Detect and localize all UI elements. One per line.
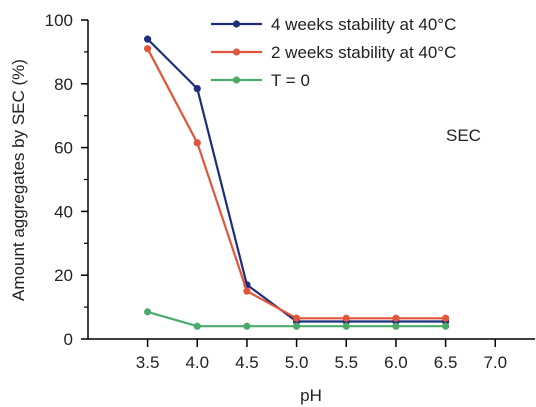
data-point bbox=[144, 35, 152, 43]
x-tick-label: 7.0 bbox=[483, 353, 507, 372]
legend-label: 2 weeks stability at 40°C bbox=[271, 43, 456, 62]
annotation-sec: SEC bbox=[446, 126, 481, 145]
data-point bbox=[342, 322, 350, 330]
legend-swatch-marker bbox=[232, 48, 241, 56]
data-point bbox=[392, 322, 400, 330]
series-layer bbox=[144, 35, 450, 330]
legend-entry-1: 2 weeks stability at 40°C bbox=[211, 43, 456, 62]
data-point bbox=[193, 84, 201, 93]
legend-swatch-marker bbox=[232, 20, 241, 28]
x-tick-label: 4.0 bbox=[185, 353, 209, 372]
legend: 4 weeks stability at 40°C 2 weeks stabili… bbox=[211, 15, 456, 90]
data-point bbox=[144, 308, 152, 316]
x-tick-label: 3.5 bbox=[136, 353, 160, 372]
ticks: 0 20 40 60 80 100 3.5 4.0 4.5 5.0 5.5 6.0 6.5 7.0 bbox=[45, 11, 507, 372]
data-point bbox=[193, 139, 201, 147]
x-axis-title: pH bbox=[300, 386, 322, 405]
data-point bbox=[193, 322, 201, 330]
y-tick-label: 80 bbox=[54, 75, 73, 94]
data-point bbox=[342, 314, 350, 322]
x-tick-label: 5.0 bbox=[285, 353, 309, 372]
y-tick-label: 0 bbox=[64, 330, 73, 349]
x-tick-label: 6.5 bbox=[434, 353, 458, 372]
data-point bbox=[392, 314, 400, 322]
x-tick-label: 5.5 bbox=[334, 353, 358, 372]
legend-label: 4 weeks stability at 40°C bbox=[271, 15, 456, 34]
y-tick-label: 40 bbox=[54, 202, 73, 221]
legend-entry-0: 4 weeks stability at 40°C bbox=[211, 15, 456, 34]
data-point bbox=[442, 322, 450, 330]
y-tick-label: 20 bbox=[54, 266, 73, 285]
series-2 bbox=[144, 308, 450, 330]
legend-entry-2: T = 0 bbox=[211, 71, 310, 90]
data-point bbox=[293, 322, 301, 330]
x-tick-label: 4.5 bbox=[235, 353, 259, 372]
data-point bbox=[442, 314, 450, 322]
data-point bbox=[144, 45, 152, 53]
x-tick-label: 6.0 bbox=[384, 353, 408, 372]
data-point bbox=[243, 322, 251, 330]
y-tick-label: 60 bbox=[54, 139, 73, 158]
axes bbox=[87, 20, 535, 340]
data-point bbox=[293, 314, 301, 322]
series-1 bbox=[144, 45, 450, 322]
legend-label: T = 0 bbox=[271, 71, 310, 90]
legend-swatch-marker bbox=[232, 76, 241, 84]
data-point bbox=[243, 287, 251, 295]
y-axis-title: Amount aggregates by SEC (%) bbox=[9, 59, 28, 301]
y-tick-label: 100 bbox=[45, 11, 73, 30]
